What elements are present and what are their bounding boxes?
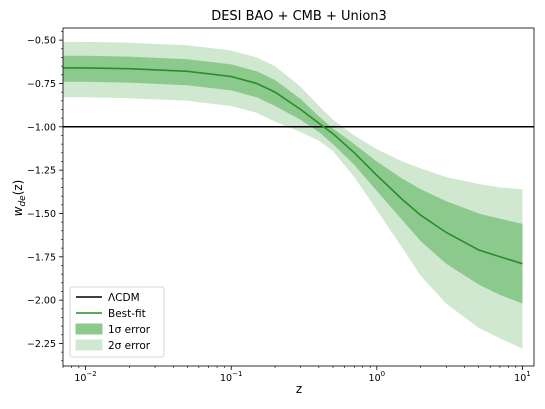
legend-label: ΛCDM — [108, 292, 140, 304]
y-tick-label: −1.50 — [27, 209, 56, 220]
y-axis-label: wde(z) — [11, 180, 28, 217]
plot-area: −0.50 −0.75 −1.00 −1.25 −1.50 −1.75 −2.00 −2.25… — [27, 27, 535, 384]
x-axis-label: z — [296, 382, 302, 396]
chart-title: DESI BAO + CMB + Union3 — [211, 9, 387, 24]
plot-frame — [62, 27, 535, 367]
y-tick-label: −1.00 — [27, 122, 56, 133]
y-tick-label: −2.25 — [27, 339, 56, 350]
y-tick-label: −2.00 — [27, 296, 56, 307]
plot-content — [63, 41, 534, 349]
y-axis-label-main: w — [11, 206, 25, 216]
x-tick-label: 10−2 — [74, 370, 96, 384]
legend-swatch-patch — [75, 323, 103, 335]
y-tick-label: −1.25 — [27, 166, 56, 177]
legend-swatch-patch — [75, 339, 103, 351]
legend: ΛCDM Best-fit 1σ error 2σ error — [69, 286, 165, 358]
y-tick-label: −0.50 — [27, 36, 56, 47]
y-tick-label: −1.75 — [27, 252, 56, 263]
y-axis-label-tail: (z) — [11, 180, 25, 196]
x-tick-label: 100 — [369, 370, 386, 384]
y-tick-label: −0.75 — [27, 79, 56, 90]
best-fit-line — [63, 67, 523, 265]
legend-label: 1σ error — [108, 324, 151, 336]
legend-label: Best-fit — [108, 308, 146, 320]
y-axis-label-subscript: de — [18, 195, 28, 207]
x-tick-label: 10−1 — [220, 370, 242, 384]
sigma1-band — [63, 55, 523, 304]
legend-label: 2σ error — [108, 340, 151, 352]
x-tick-label: 101 — [514, 370, 531, 384]
